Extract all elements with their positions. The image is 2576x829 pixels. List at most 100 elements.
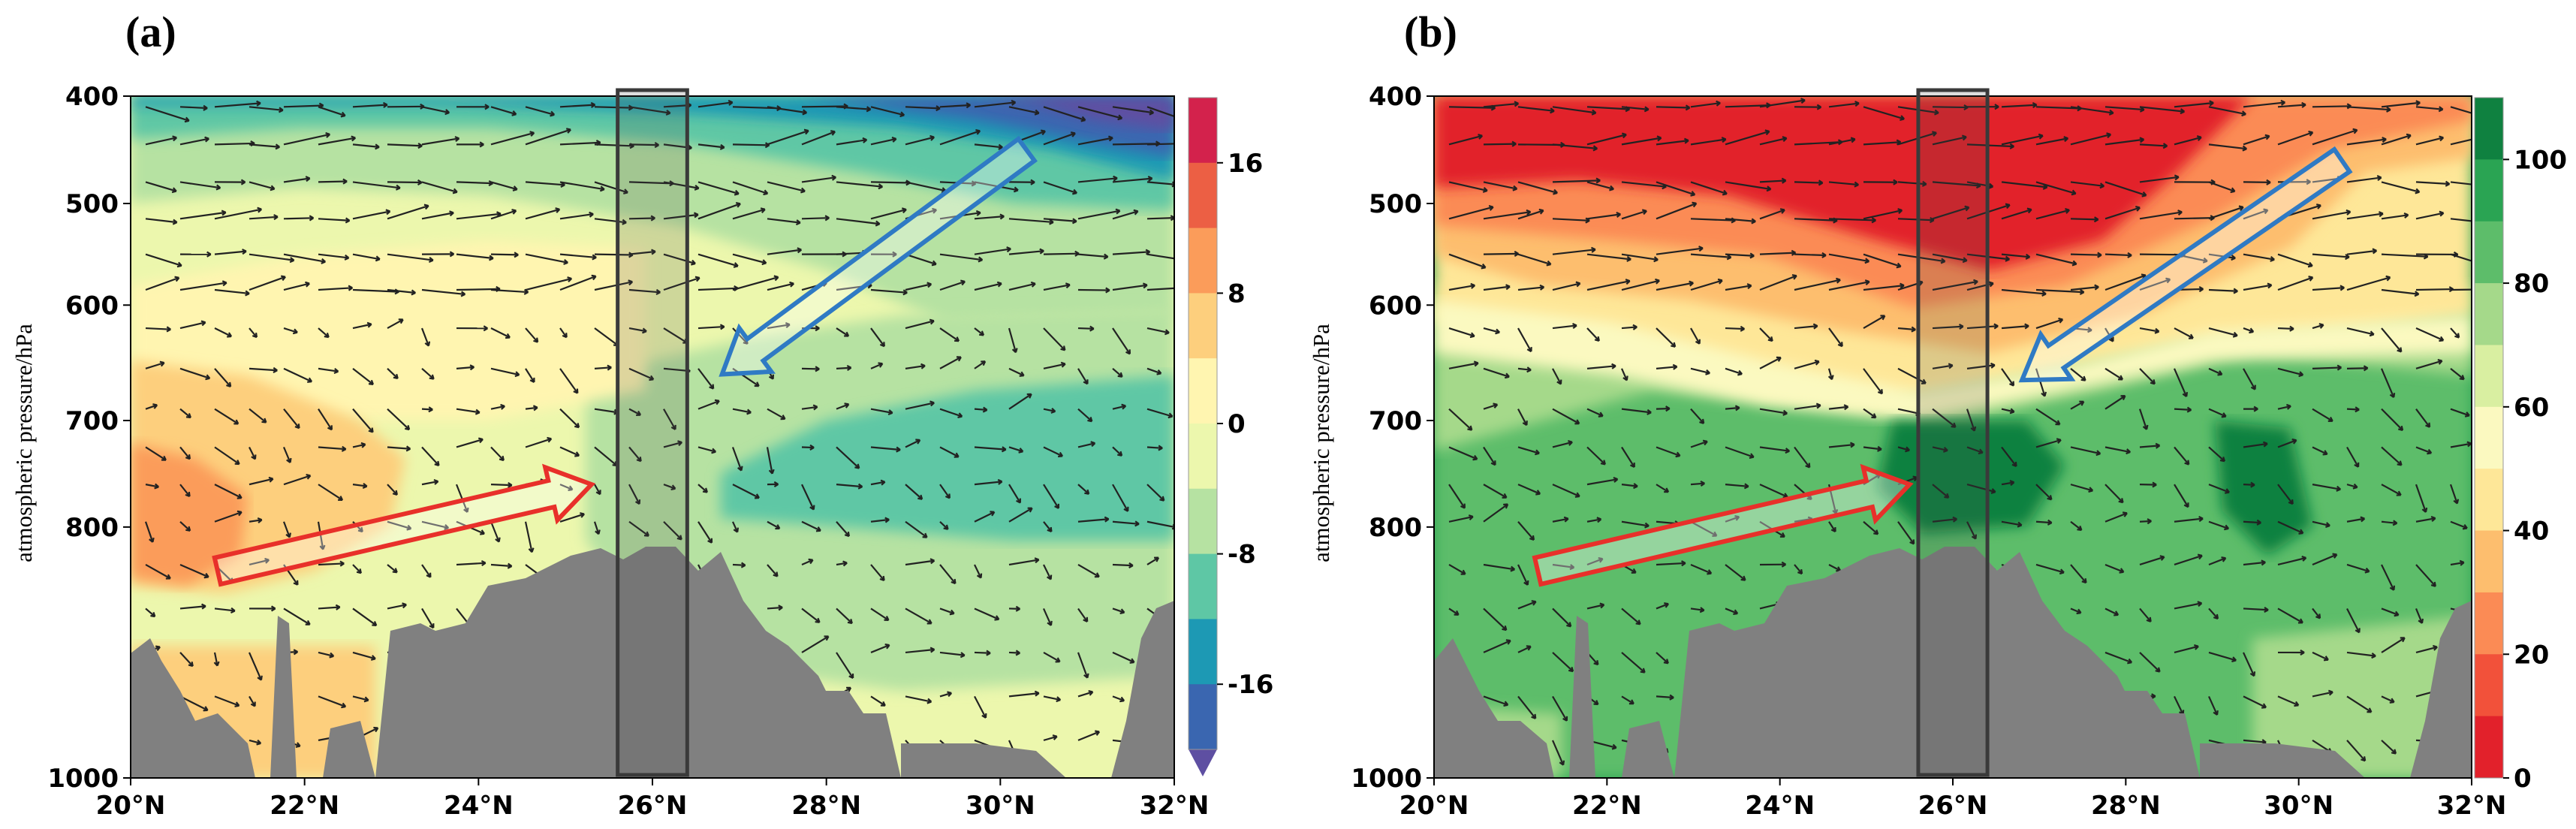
panel-b-colorbar-label-100: 100 [2514, 145, 2567, 175]
wind-vector [2243, 253, 2275, 261]
wind-vector-head [719, 143, 725, 150]
wind-vector [766, 447, 773, 474]
wind-vector-head [966, 102, 971, 109]
wind-vector [1932, 280, 1978, 291]
wind-vector-head [1671, 342, 1677, 348]
wind-vector-head [1178, 141, 1182, 146]
wind-vector [974, 511, 995, 523]
wind-vector [1794, 484, 1812, 500]
wind-vector-head [694, 276, 700, 282]
wind-vector [2104, 138, 2144, 146]
wind-vector-head [1026, 393, 1032, 399]
wind-vector-head [185, 454, 191, 460]
wind-vector-head [1746, 283, 1752, 290]
wind-vector-head [1050, 407, 1056, 414]
wind-vector [1146, 217, 1174, 220]
wind-vector [1008, 446, 1023, 453]
wind-vector-head [305, 619, 311, 626]
wind-vector [1112, 368, 1123, 378]
wind-vector [2139, 607, 2152, 623]
wind-vector-head [1644, 106, 1650, 113]
wind-vector [594, 218, 627, 224]
wind-vector [1517, 601, 1537, 610]
wind-vector [456, 253, 494, 260]
wind-vector-head [250, 701, 256, 707]
wind-vector-head [677, 440, 682, 447]
wind-vector [283, 217, 314, 220]
wind-vector-head [2009, 381, 2015, 387]
wind-vector-head [1526, 209, 1532, 216]
wind-vector-head [428, 406, 433, 413]
wind-vector [1146, 408, 1173, 418]
wind-vector-head [293, 649, 299, 656]
wind-vector-head [325, 132, 331, 138]
wind-vector [2139, 211, 2183, 220]
wind-vector [870, 644, 890, 653]
panel-a-colorbar-segment [1189, 424, 1217, 490]
wind-vector-head [1722, 189, 1728, 196]
wind-vector [663, 408, 676, 430]
wind-vector-head [1083, 616, 1089, 623]
wind-vector [2450, 327, 2460, 339]
wind-vector-head [294, 424, 300, 430]
wind-vector-head [1060, 345, 1066, 351]
wind-vector [2035, 520, 2052, 524]
wind-vector-head [1743, 483, 1749, 490]
wind-vector [490, 484, 512, 487]
wind-vector [145, 106, 190, 122]
wind-vector [1448, 607, 1460, 616]
wind-vector-head [2177, 210, 2183, 216]
wind-vector [559, 368, 579, 394]
wind-vector-head [1791, 249, 1797, 256]
panel-b-colorbar-segment [2475, 716, 2503, 779]
panel-a-colorbar-label-0: 0 [1228, 409, 1246, 439]
wind-vector-head [1814, 359, 1820, 366]
wind-vector [318, 695, 346, 708]
wind-vector [939, 280, 966, 291]
wind-vector-head [2198, 516, 2204, 523]
wind-vector [1483, 484, 1508, 499]
wind-vector [318, 106, 346, 117]
wind-vector [767, 606, 783, 610]
wind-vector-head [2108, 336, 2114, 342]
wind-vector [1932, 253, 1967, 262]
wind-vector-head [922, 532, 928, 538]
wind-vector [2312, 651, 2329, 661]
wind-vector-head [2230, 187, 2236, 194]
wind-vector [145, 564, 171, 580]
wind-vector [628, 217, 655, 220]
wind-vector [2139, 106, 2185, 113]
wind-vector-head [2327, 416, 2333, 422]
wind-vector-head [665, 109, 671, 116]
wind-vector [144, 521, 154, 543]
wind-vector [456, 366, 475, 369]
wind-vector [2104, 651, 2132, 664]
wind-vector [387, 143, 423, 147]
wind-vector-head [862, 137, 868, 143]
wind-vector-head [1559, 760, 1565, 766]
wind-vector [697, 203, 741, 220]
wind-vector [1043, 446, 1063, 457]
wind-vector-head [1733, 609, 1739, 616]
wind-vector [1897, 408, 1921, 415]
wind-vector [1794, 140, 1842, 146]
wind-vector [179, 137, 209, 146]
wind-vector [283, 282, 310, 291]
panel-a-colorbar-label--8: -8 [1228, 540, 1256, 570]
wind-vector-head [2322, 450, 2328, 456]
wind-vector [939, 564, 957, 584]
wind-vector-head [2165, 277, 2171, 284]
wind-vector [352, 288, 399, 293]
wind-vector-head [2392, 520, 2398, 526]
wind-vector [801, 176, 836, 183]
wind-vector [2174, 101, 2214, 108]
wind-vector-head [844, 331, 850, 337]
wind-vector [179, 484, 191, 497]
wind-vector [2450, 218, 2472, 222]
wind-vector-head [1531, 600, 1537, 606]
wind-vector [2449, 484, 2458, 504]
wind-vector [732, 276, 779, 291]
wind-vector-head [954, 452, 960, 458]
wind-vector-head [591, 274, 597, 281]
